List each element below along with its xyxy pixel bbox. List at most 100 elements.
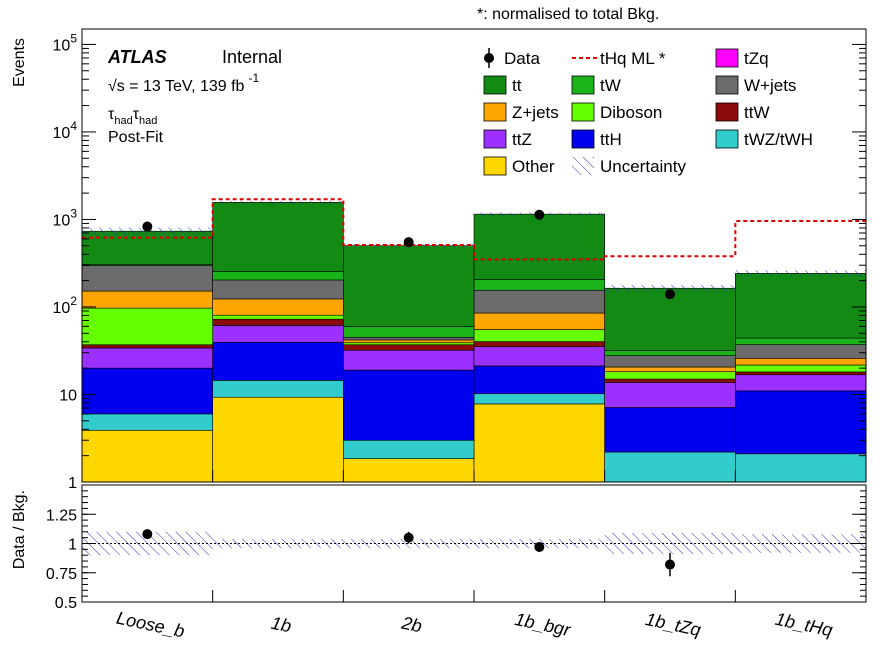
bar-w-jets	[343, 337, 475, 341]
bar-ttz	[473, 346, 605, 367]
legend-thq-ml--label: tHq ML *	[600, 49, 666, 68]
bar-tth	[473, 365, 605, 395]
ratio-y-tick-label: 0.5	[55, 595, 77, 612]
bar-w-jets	[735, 344, 867, 359]
bar-tw	[735, 337, 867, 345]
y-tick-label: 1	[68, 475, 77, 492]
bar-other	[81, 429, 213, 483]
bar-diboson	[343, 342, 475, 346]
bar-z-jets	[604, 366, 736, 373]
legend-data-marker	[484, 53, 494, 63]
uncertainty-band	[735, 270, 866, 277]
legend-tth-swatch	[571, 129, 595, 149]
bar-tth	[735, 390, 867, 455]
bar-ttw	[473, 341, 605, 347]
legend-ttw-swatch	[715, 102, 739, 122]
x-category-label: 1b_tZq	[644, 609, 703, 640]
legend-uncertainty-label: Uncertainty	[600, 157, 686, 176]
bar-other	[473, 403, 605, 483]
bar-tth	[604, 407, 736, 453]
bar-tw	[473, 279, 605, 291]
main-panel: 1 10 102 103 104 105	[53, 28, 867, 492]
bar-tth	[343, 369, 475, 441]
data-point	[142, 221, 153, 232]
legend-tt-swatch	[483, 75, 507, 95]
legend-uncertainty-swatch	[572, 157, 594, 175]
bar-tth	[212, 341, 344, 381]
bar-ttz	[212, 325, 344, 343]
ratio-point	[142, 529, 153, 540]
legend-other-label: Other	[512, 157, 555, 176]
uncertainty-band	[212, 200, 344, 204]
energy-label: √s = 13 TeV, 139 fb -1	[108, 71, 259, 95]
legend-tth-label: ttH	[600, 130, 622, 149]
uncertainty-band	[604, 284, 736, 292]
bar-diboson	[212, 314, 344, 320]
bar-tth	[81, 367, 213, 415]
bar-tt	[212, 202, 344, 272]
data-point	[534, 209, 545, 220]
legend-w-jets-label: W+jets	[744, 76, 796, 95]
data-point	[665, 289, 675, 300]
ratio-uncertainty-band	[735, 534, 866, 553]
y-tick-label: 102	[53, 294, 78, 317]
y-tick-label: 10	[59, 387, 77, 404]
series-diboson	[81, 307, 867, 380]
bar-ttw	[343, 344, 475, 351]
bar-diboson	[604, 371, 736, 380]
region-label: τhadτhad	[108, 106, 157, 127]
x-category-label: 2b	[399, 612, 424, 636]
header-note: *: normalised to total Bkg.	[477, 6, 659, 23]
bar-tw	[604, 350, 736, 356]
ratio-panel: 0.5 0.75 1 1.25 Loose_b 1b 2b 1b_bgr 1b_tZq 1b_tH…	[46, 484, 867, 642]
legend-ttz-swatch	[483, 129, 507, 149]
bar-twz-twh	[212, 380, 344, 398]
legend-ttz-label: ttZ	[512, 130, 532, 149]
bar-diboson	[735, 364, 867, 373]
y-axis-label-main: Events	[11, 38, 28, 87]
series-z-jets	[81, 290, 867, 373]
status-label: Internal	[222, 47, 282, 67]
legend-tzq-label: tZq	[744, 49, 769, 68]
bar-ttz	[735, 374, 867, 392]
fit-label: Post-Fit	[108, 129, 164, 146]
ratio-point	[534, 542, 545, 553]
bar-w-jets	[81, 265, 213, 292]
bar-ttz	[604, 382, 736, 408]
bar-tw	[343, 326, 475, 338]
series-tt	[81, 202, 867, 351]
series-ttz	[81, 325, 867, 408]
legend-tzq-swatch	[715, 48, 739, 68]
bar-z-jets	[212, 298, 344, 316]
y-tick-label: 103	[53, 206, 78, 229]
x-category-label: 1b	[269, 613, 293, 637]
bar-tt	[343, 245, 475, 327]
bar-other	[212, 396, 344, 483]
y-axis-label-ratio: Data / Bkg.	[11, 490, 28, 569]
bar-ttw	[212, 318, 344, 326]
series-other	[81, 396, 605, 483]
ratio-y-tick-label: 0.75	[46, 566, 77, 583]
legend-ttw-label: ttW	[744, 103, 770, 122]
bar-ttz	[343, 349, 475, 371]
x-category-label: 1b_tHq	[773, 609, 834, 641]
bar-tt	[735, 273, 867, 339]
legend-z-jets-swatch	[483, 102, 507, 122]
ratio-point	[403, 532, 414, 543]
y-tick-label: 104	[53, 119, 78, 142]
bar-tt	[473, 213, 605, 280]
bar-ttz	[81, 347, 213, 369]
legend-diboson-swatch	[571, 102, 595, 122]
bar-twz-twh	[81, 413, 213, 431]
atlas-label: ATLAS	[107, 47, 167, 67]
bar-twz-twh	[604, 451, 736, 483]
series-tth	[81, 341, 867, 455]
series-w-jets	[81, 265, 867, 368]
bar-diboson	[473, 329, 605, 342]
x-category-label: 1b_bgr	[513, 609, 573, 640]
bar-tt	[81, 230, 213, 265]
ratio-y-tick-label: 1	[68, 537, 77, 554]
signal-line	[82, 198, 866, 261]
bar-w-jets	[473, 289, 605, 314]
